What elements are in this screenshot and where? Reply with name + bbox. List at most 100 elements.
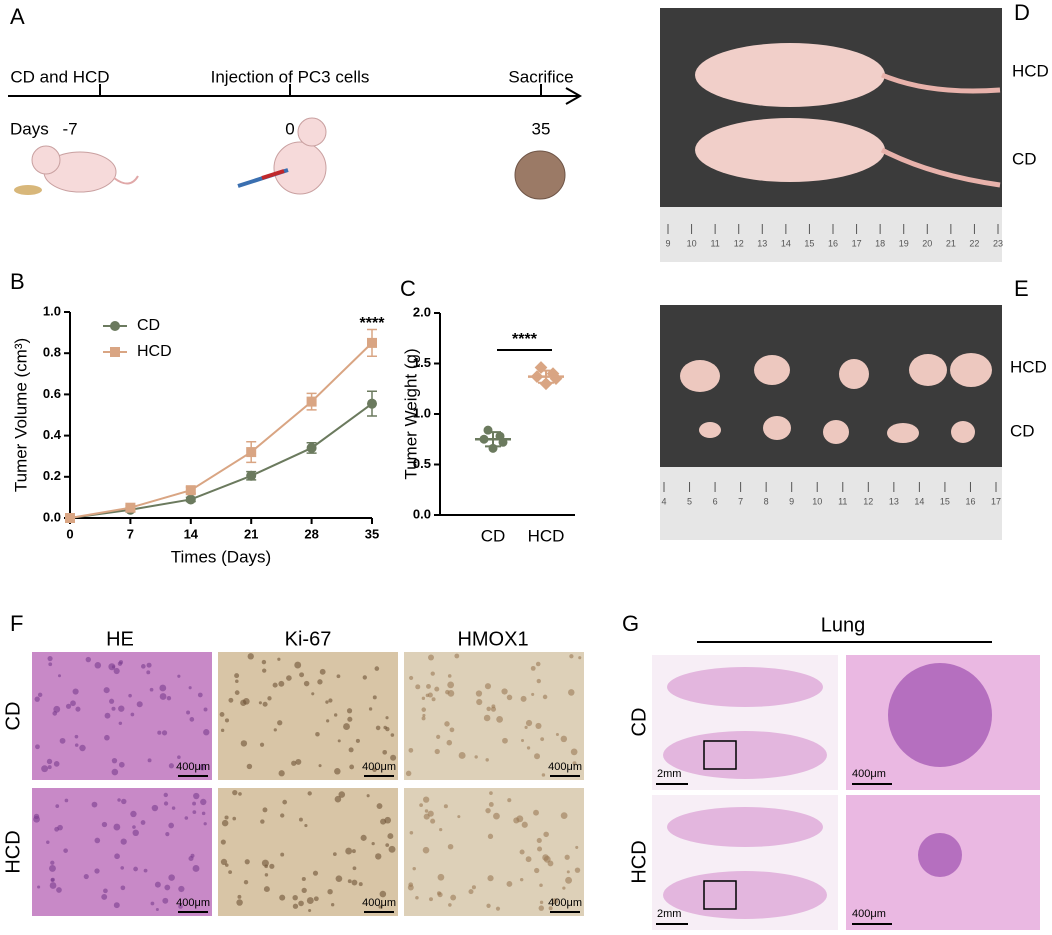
cell-nucleus	[539, 900, 544, 905]
lung-images: 2mm 400μm 2mm 400μm	[652, 655, 1040, 930]
ruler-number: 12	[734, 238, 744, 248]
cell-nucleus	[56, 887, 62, 893]
cell-nucleus	[428, 654, 434, 661]
cell-nucleus	[336, 674, 341, 679]
row-label: CD	[2, 702, 24, 731]
sd-bar	[485, 431, 501, 448]
cell-nucleus	[203, 729, 210, 736]
tumor-photo	[839, 359, 869, 389]
cell-nucleus	[431, 697, 436, 702]
cell-nucleus	[530, 665, 536, 671]
cell-nucleus	[325, 700, 329, 704]
day-label: 35	[532, 119, 551, 138]
scale-bar-label: 400μm	[548, 897, 582, 909]
cell-nucleus	[47, 655, 53, 662]
zoom-box	[703, 740, 737, 770]
cell-nucleus	[232, 789, 238, 796]
cell-nucleus	[83, 873, 89, 880]
cell-nucleus	[471, 885, 476, 890]
cell-nucleus	[220, 858, 228, 866]
point	[125, 502, 136, 513]
metastasis	[918, 833, 962, 877]
cell-nucleus	[37, 692, 43, 698]
cell-nucleus	[64, 798, 69, 803]
cell-nucleus	[502, 737, 508, 744]
cell-nucleus	[437, 892, 443, 898]
cell-nucleus	[372, 767, 377, 773]
histology-image	[218, 652, 398, 780]
cell-nucleus	[578, 656, 582, 660]
cell-nucleus	[427, 810, 434, 817]
cell-nucleus	[280, 813, 285, 818]
cell-nucleus	[487, 833, 494, 839]
column-header: HE	[106, 628, 134, 650]
cell-nucleus	[262, 807, 268, 813]
cell-nucleus	[192, 810, 197, 814]
cell-nucleus	[261, 859, 269, 867]
cell-nucleus	[192, 865, 200, 872]
histology-image	[32, 788, 212, 916]
tumor-photo	[754, 355, 790, 385]
cell-nucleus	[531, 692, 535, 696]
tumor-photo	[887, 423, 919, 443]
ruler-number: 8	[764, 496, 769, 506]
cell-nucleus	[236, 899, 243, 906]
cell-nucleus	[258, 701, 262, 705]
cell-nucleus	[560, 812, 568, 820]
cell-nucleus	[163, 792, 168, 798]
cell-nucleus	[72, 688, 79, 695]
cell-nucleus	[304, 823, 308, 828]
cell-nucleus	[188, 855, 194, 862]
cell-nucleus	[430, 671, 435, 676]
cell-nucleus	[347, 879, 352, 884]
ruler	[660, 467, 1002, 540]
cell-nucleus	[120, 885, 126, 891]
ruler-number: 16	[828, 238, 838, 248]
cell-nucleus	[496, 715, 503, 723]
cell-nucleus	[383, 725, 387, 730]
cell-nucleus	[387, 833, 394, 840]
cell-nucleus	[536, 678, 541, 684]
cell-nucleus	[151, 804, 159, 812]
cell-nucleus	[447, 681, 455, 689]
cell-nucleus	[409, 831, 414, 835]
cell-nucleus	[146, 670, 151, 675]
ruler-number: 13	[889, 496, 899, 506]
cell-nucleus	[493, 812, 500, 820]
cell-nucleus	[41, 765, 49, 773]
cell-nucleus	[111, 706, 116, 711]
x-tick-label: 28	[304, 526, 318, 541]
row-label: HCD	[2, 830, 24, 873]
ruler-number: 19	[899, 238, 909, 248]
cell-nucleus	[91, 801, 98, 808]
cell-nucleus	[371, 841, 375, 846]
tumor-photo	[909, 354, 947, 386]
cell-nucleus	[534, 867, 540, 874]
cell-nucleus	[294, 661, 302, 669]
sd-bar	[538, 369, 554, 384]
histology-image	[404, 788, 584, 916]
cell-nucleus	[548, 906, 553, 911]
cell-nucleus	[506, 694, 513, 701]
cell-nucleus	[262, 668, 267, 673]
cell-nucleus	[426, 683, 431, 689]
cell-nucleus	[203, 707, 208, 712]
y-tick-label: 2.0	[413, 304, 431, 319]
point	[185, 494, 196, 505]
cell-nucleus	[337, 739, 341, 743]
cell-nucleus	[238, 792, 242, 796]
cell-nucleus	[120, 866, 125, 870]
tumor-photo	[950, 353, 992, 387]
x-tick-label: CD	[481, 526, 506, 545]
cell-nucleus	[184, 816, 189, 820]
column-header: Ki-67	[285, 628, 332, 650]
cell-nucleus	[390, 733, 395, 737]
cell-nucleus	[228, 697, 234, 703]
cell-nucleus	[380, 818, 387, 825]
cell-nucleus	[419, 803, 423, 808]
cell-nucleus	[454, 653, 460, 659]
point	[306, 396, 317, 407]
cell-nucleus	[409, 675, 414, 681]
cell-nucleus	[34, 696, 40, 702]
point	[246, 447, 257, 458]
